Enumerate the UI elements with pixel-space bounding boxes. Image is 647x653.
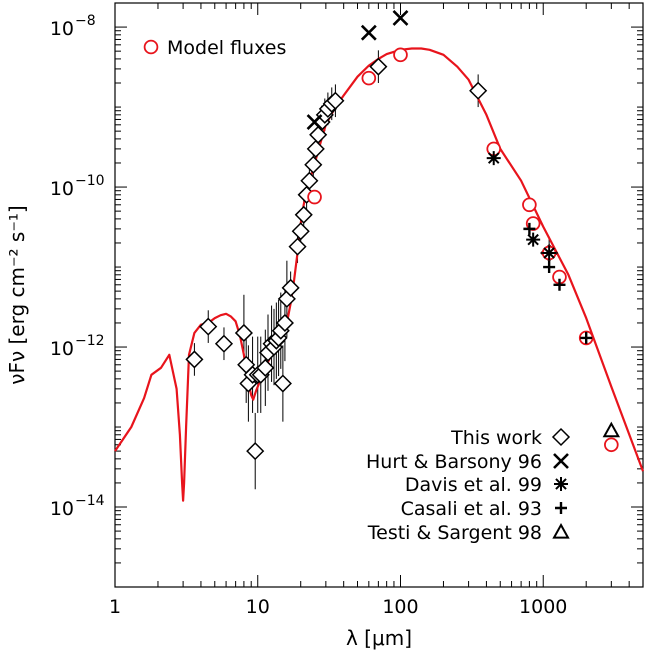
diamond-point	[309, 125, 328, 144]
x-tick-label: 1	[109, 596, 121, 618]
x-point	[360, 24, 377, 41]
triangle-point	[602, 421, 621, 438]
asterisk-point	[542, 245, 557, 260]
legend-label-casali: Casali et al. 93	[401, 498, 542, 520]
legend-marker-diamond	[551, 427, 571, 447]
y-tick-label: 10	[50, 498, 74, 520]
diamond-point	[304, 155, 323, 174]
legend-marker-triangle	[552, 522, 570, 539]
diamond-point	[291, 222, 310, 241]
y-tick-label: 10	[50, 178, 74, 200]
diamond-point	[369, 57, 388, 76]
diamond-point	[326, 91, 345, 110]
y-tick-exponent: −10	[75, 173, 105, 189]
x-point	[392, 10, 409, 26]
legend-label-hurt-barsony: Hurt & Barsony 96	[366, 451, 542, 473]
legend-marker-asterisk	[554, 477, 568, 491]
diamond-point	[199, 317, 218, 336]
axis-ticks	[114, 2, 644, 588]
diamond-point	[300, 171, 319, 190]
diamond-point	[234, 323, 253, 343]
diamond-point	[294, 205, 313, 224]
legend-label-this-work: This work	[450, 427, 542, 449]
diamond-point	[273, 374, 292, 393]
legend-label-testi-sargent: Testi & Sargent 98	[367, 522, 542, 544]
circle-point	[522, 197, 537, 213]
diamond-point	[288, 237, 307, 256]
asterisk-point	[526, 232, 541, 247]
legend-marker-circle	[143, 39, 159, 55]
x-point	[306, 114, 323, 130]
diamond-point	[275, 313, 294, 333]
diamond-point	[214, 334, 234, 353]
plus-point	[523, 222, 536, 235]
legend-marker-plus	[555, 502, 567, 514]
y-tick-label: 10	[50, 18, 74, 40]
diamond-point	[306, 139, 325, 158]
y-tick-exponent: −14	[75, 493, 105, 509]
legend-label-davis: Davis et al. 99	[405, 474, 542, 496]
diamond-point	[256, 358, 275, 377]
data-markers	[185, 10, 621, 461]
x-axis-label: λ [μm]	[346, 626, 412, 650]
diamond-point	[469, 81, 488, 100]
diamond-point	[246, 442, 265, 461]
diamond-point	[281, 278, 300, 297]
plus-point	[543, 261, 556, 274]
y-tick-label: 10	[50, 338, 74, 360]
x-tick-labels: 1 10 100 1000	[109, 596, 567, 618]
circle-point	[393, 47, 408, 63]
legend-marker-x	[553, 453, 569, 469]
error-bars	[193, 50, 550, 490]
y-tick-exponent: −12	[75, 333, 105, 349]
legend-label-model-fluxes: Model fluxes	[167, 37, 286, 59]
x-tick-label: 100	[382, 596, 418, 618]
x-tick-label: 1000	[519, 596, 567, 618]
plus-point	[580, 331, 593, 344]
legend-markers	[143, 39, 571, 539]
diamond-point	[185, 350, 204, 369]
circle-point	[307, 189, 322, 205]
circle-point	[361, 70, 377, 86]
plus-point	[553, 278, 566, 291]
asterisk-point	[486, 151, 501, 166]
plot-frame	[114, 2, 644, 588]
circle-point	[604, 437, 619, 453]
y-tick-exponent: −8	[75, 13, 96, 29]
x-tick-label: 10	[246, 596, 270, 618]
y-axis-label: νFν [erg cm⁻² s⁻¹]	[5, 205, 29, 384]
